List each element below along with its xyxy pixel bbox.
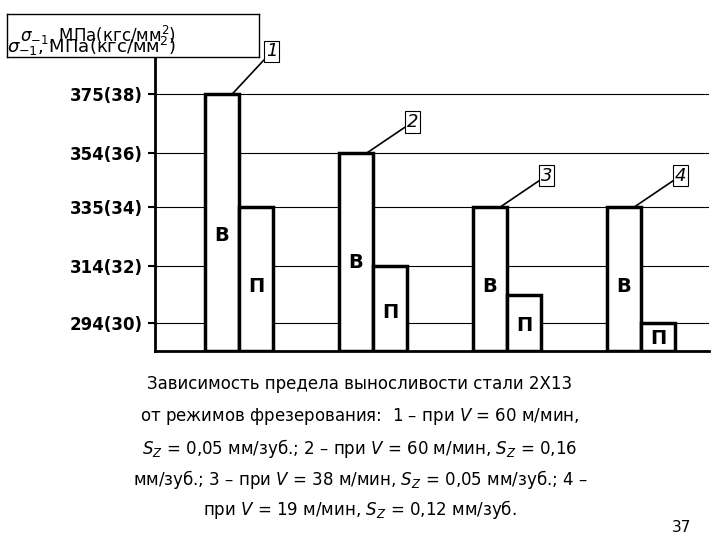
Bar	[507, 294, 541, 351]
Text: П: П	[382, 303, 398, 322]
Text: В: В	[616, 276, 631, 296]
Text: В: В	[482, 276, 498, 296]
Bar	[339, 153, 373, 351]
Text: $S_Z$ = 0,05 мм/зуб.; $\mathit{2}$ – при $\mathit{V}$ = 60 м/мин, $S_Z$ = 0,16: $S_Z$ = 0,05 мм/зуб.; $\mathit{2}$ – при…	[143, 437, 577, 460]
Text: 1: 1	[232, 42, 278, 94]
Text: 3: 3	[500, 166, 552, 207]
Bar	[641, 323, 675, 351]
Text: Зависимость предела выносливости стали 2Х13: Зависимость предела выносливости стали 2…	[148, 375, 572, 393]
Bar	[204, 94, 239, 351]
Bar	[373, 266, 407, 351]
Text: 37: 37	[672, 519, 691, 535]
Text: $\sigma_{-1}$, МПа(кгс/мм$^2$): $\sigma_{-1}$, МПа(кгс/мм$^2$)	[20, 24, 176, 46]
Text: П: П	[248, 276, 264, 296]
Bar	[473, 207, 507, 351]
Bar	[607, 207, 641, 351]
Text: В: В	[215, 226, 229, 245]
Text: В: В	[348, 253, 363, 272]
Bar	[239, 207, 273, 351]
Text: при $\mathit{V}$ = 19 м/мин, $S_Z$ = 0,12 мм/зуб.: при $\mathit{V}$ = 19 м/мин, $S_Z$ = 0,1…	[203, 498, 517, 522]
Text: 2: 2	[366, 113, 418, 153]
Text: от режимов фрезерования:  $\mathit{1}$ – при $\mathit{V}$ = 60 м/мин,: от режимов фрезерования: $\mathit{1}$ – …	[140, 406, 580, 427]
Text: мм/зуб.; $\mathit{3}$ – при $\mathit{V}$ = 38 м/мин, $S_Z$ = 0,05 мм/зуб.; $\mat: мм/зуб.; $\mathit{3}$ – при $\mathit{V}$…	[132, 468, 588, 491]
Text: 4: 4	[634, 166, 687, 207]
Text: П: П	[516, 316, 532, 335]
Text: П: П	[650, 329, 666, 348]
Text: $\sigma_{-1}$, МПа(кгс/мм$^2$): $\sigma_{-1}$, МПа(кгс/мм$^2$)	[7, 35, 176, 58]
